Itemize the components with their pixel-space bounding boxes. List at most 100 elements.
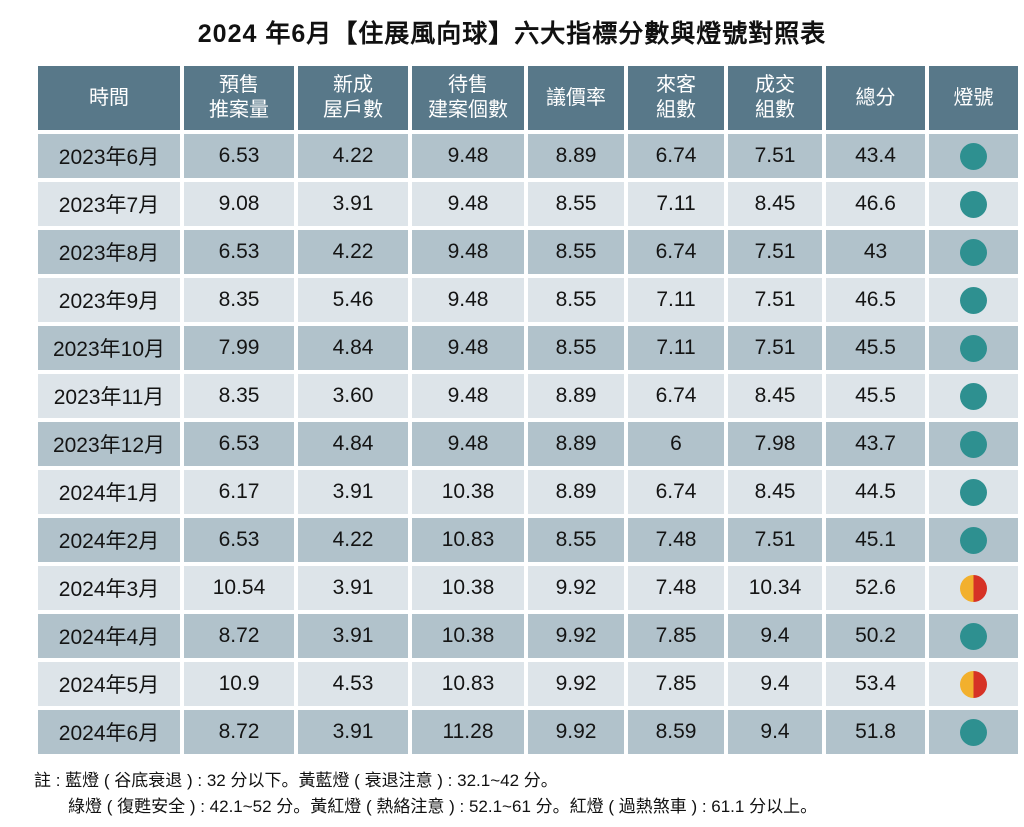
column-header: 來客 組數 [628,66,724,130]
table-row: 2023年8月 6.53 4.22 9.48 8.55 6.74 7.51 43 [38,230,1018,274]
score-cell: 8.89 [528,374,624,418]
score-cell: 46.6 [826,182,925,226]
score-cell: 8.45 [728,374,822,418]
score-cell: 8.89 [528,134,624,178]
score-cell: 9.4 [728,614,822,658]
column-header: 預售 推案量 [184,66,294,130]
column-header: 時間 [38,66,180,130]
score-cell: 9.48 [412,230,524,274]
green-light-icon [960,478,987,506]
score-cell: 11.28 [412,710,524,754]
score-cell: 6.74 [628,470,724,514]
green-light-icon [960,238,987,266]
green-light-icon [960,382,987,410]
score-cell: 8.72 [184,710,294,754]
green-light-icon [960,622,987,650]
note-line: 綠燈 ( 復甦安全 ) : 42.1~52 分。黃紅燈 ( 熱絡注意 ) : 5… [68,797,818,817]
month-cell: 2023年12月 [38,422,180,466]
score-cell: 4.53 [298,662,408,706]
light-cell [929,518,1018,562]
table-row: 2024年1月 6.17 3.91 10.38 8.89 6.74 8.45 44.5 [38,470,1018,514]
score-cell: 4.84 [298,422,408,466]
green-light-icon [960,430,987,458]
month-cell: 2023年7月 [38,182,180,226]
yellow-red-light-icon [960,670,987,698]
table-row: 2024年4月 8.72 3.91 10.38 9.92 7.85 9.4 50.2 [38,614,1018,658]
score-cell: 50.2 [826,614,925,658]
score-cell: 8.45 [728,470,822,514]
light-cell [929,566,1018,610]
light-cell [929,470,1018,514]
score-cell: 10.83 [412,662,524,706]
score-cell: 7.51 [728,278,822,322]
table-row: 2024年5月 10.9 4.53 10.83 9.92 7.85 9.4 53.4 [38,662,1018,706]
score-cell: 10.54 [184,566,294,610]
score-cell: 43.7 [826,422,925,466]
score-cell: 9.92 [528,662,624,706]
score-cell: 8.55 [528,182,624,226]
score-cell: 10.38 [412,614,524,658]
score-cell: 9.48 [412,182,524,226]
score-cell: 8.89 [528,422,624,466]
score-cell: 3.91 [298,614,408,658]
score-cell: 7.48 [628,566,724,610]
score-cell: 6.74 [628,230,724,274]
score-cell: 9.4 [728,662,822,706]
score-cell: 6.53 [184,422,294,466]
score-cell: 3.91 [298,182,408,226]
score-cell: 8.55 [528,230,624,274]
score-cell: 9.48 [412,326,524,370]
score-cell: 8.59 [628,710,724,754]
legend-notes: 註 : 藍燈 ( 谷底衰退 ) : 32 分以下。黃藍燈 ( 衰退注意 ) : … [34,768,990,821]
table-body: 2023年6月 6.53 4.22 9.48 8.89 6.74 7.51 43.4 2023年… [38,134,1018,754]
score-cell: 6.74 [628,374,724,418]
score-cell: 6.17 [184,470,294,514]
score-cell: 44.5 [826,470,925,514]
light-cell [929,422,1018,466]
score-cell: 8.35 [184,374,294,418]
table-row: 2023年12月 6.53 4.84 9.48 8.89 6 7.98 43.7 [38,422,1018,466]
table-row: 2023年11月 8.35 3.60 9.48 8.89 6.74 8.45 45.5 [38,374,1018,418]
month-cell: 2024年6月 [38,710,180,754]
column-header: 議價率 [528,66,624,130]
score-cell: 46.5 [826,278,925,322]
table-header-row: 時間 預售 推案量 新成 屋戶數 待售 建案個數 議價率 來客 組數 成交 組數 總分 燈號 [38,66,1018,130]
month-cell: 2024年3月 [38,566,180,610]
score-cell: 53.4 [826,662,925,706]
score-cell: 6.74 [628,134,724,178]
score-cell: 3.91 [298,710,408,754]
score-cell: 3.91 [298,566,408,610]
green-light-icon [960,190,987,218]
score-cell: 7.85 [628,662,724,706]
score-cell: 3.60 [298,374,408,418]
score-cell: 51.8 [826,710,925,754]
month-cell: 2023年9月 [38,278,180,322]
score-cell: 8.89 [528,470,624,514]
score-cell: 7.85 [628,614,724,658]
score-cell: 6 [628,422,724,466]
score-cell: 8.55 [528,326,624,370]
score-cell: 9.48 [412,422,524,466]
green-light-icon [960,334,987,362]
month-cell: 2024年4月 [38,614,180,658]
score-cell: 8.35 [184,278,294,322]
score-cell: 9.48 [412,374,524,418]
score-cell: 10.34 [728,566,822,610]
score-cell: 10.38 [412,470,524,514]
green-light-icon [960,718,987,746]
light-cell [929,278,1018,322]
score-cell: 4.84 [298,326,408,370]
score-cell: 9.48 [412,134,524,178]
score-cell: 43 [826,230,925,274]
score-cell: 7.98 [728,422,822,466]
green-light-icon [960,526,987,554]
month-cell: 2023年8月 [38,230,180,274]
score-cell: 7.11 [628,326,724,370]
score-cell: 7.51 [728,518,822,562]
score-cell: 9.08 [184,182,294,226]
light-cell [929,326,1018,370]
light-cell [929,134,1018,178]
table-row: 2024年2月 6.53 4.22 10.83 8.55 7.48 7.51 45.1 [38,518,1018,562]
table-row: 2023年9月 8.35 5.46 9.48 8.55 7.11 7.51 46.5 [38,278,1018,322]
score-cell: 9.92 [528,614,624,658]
